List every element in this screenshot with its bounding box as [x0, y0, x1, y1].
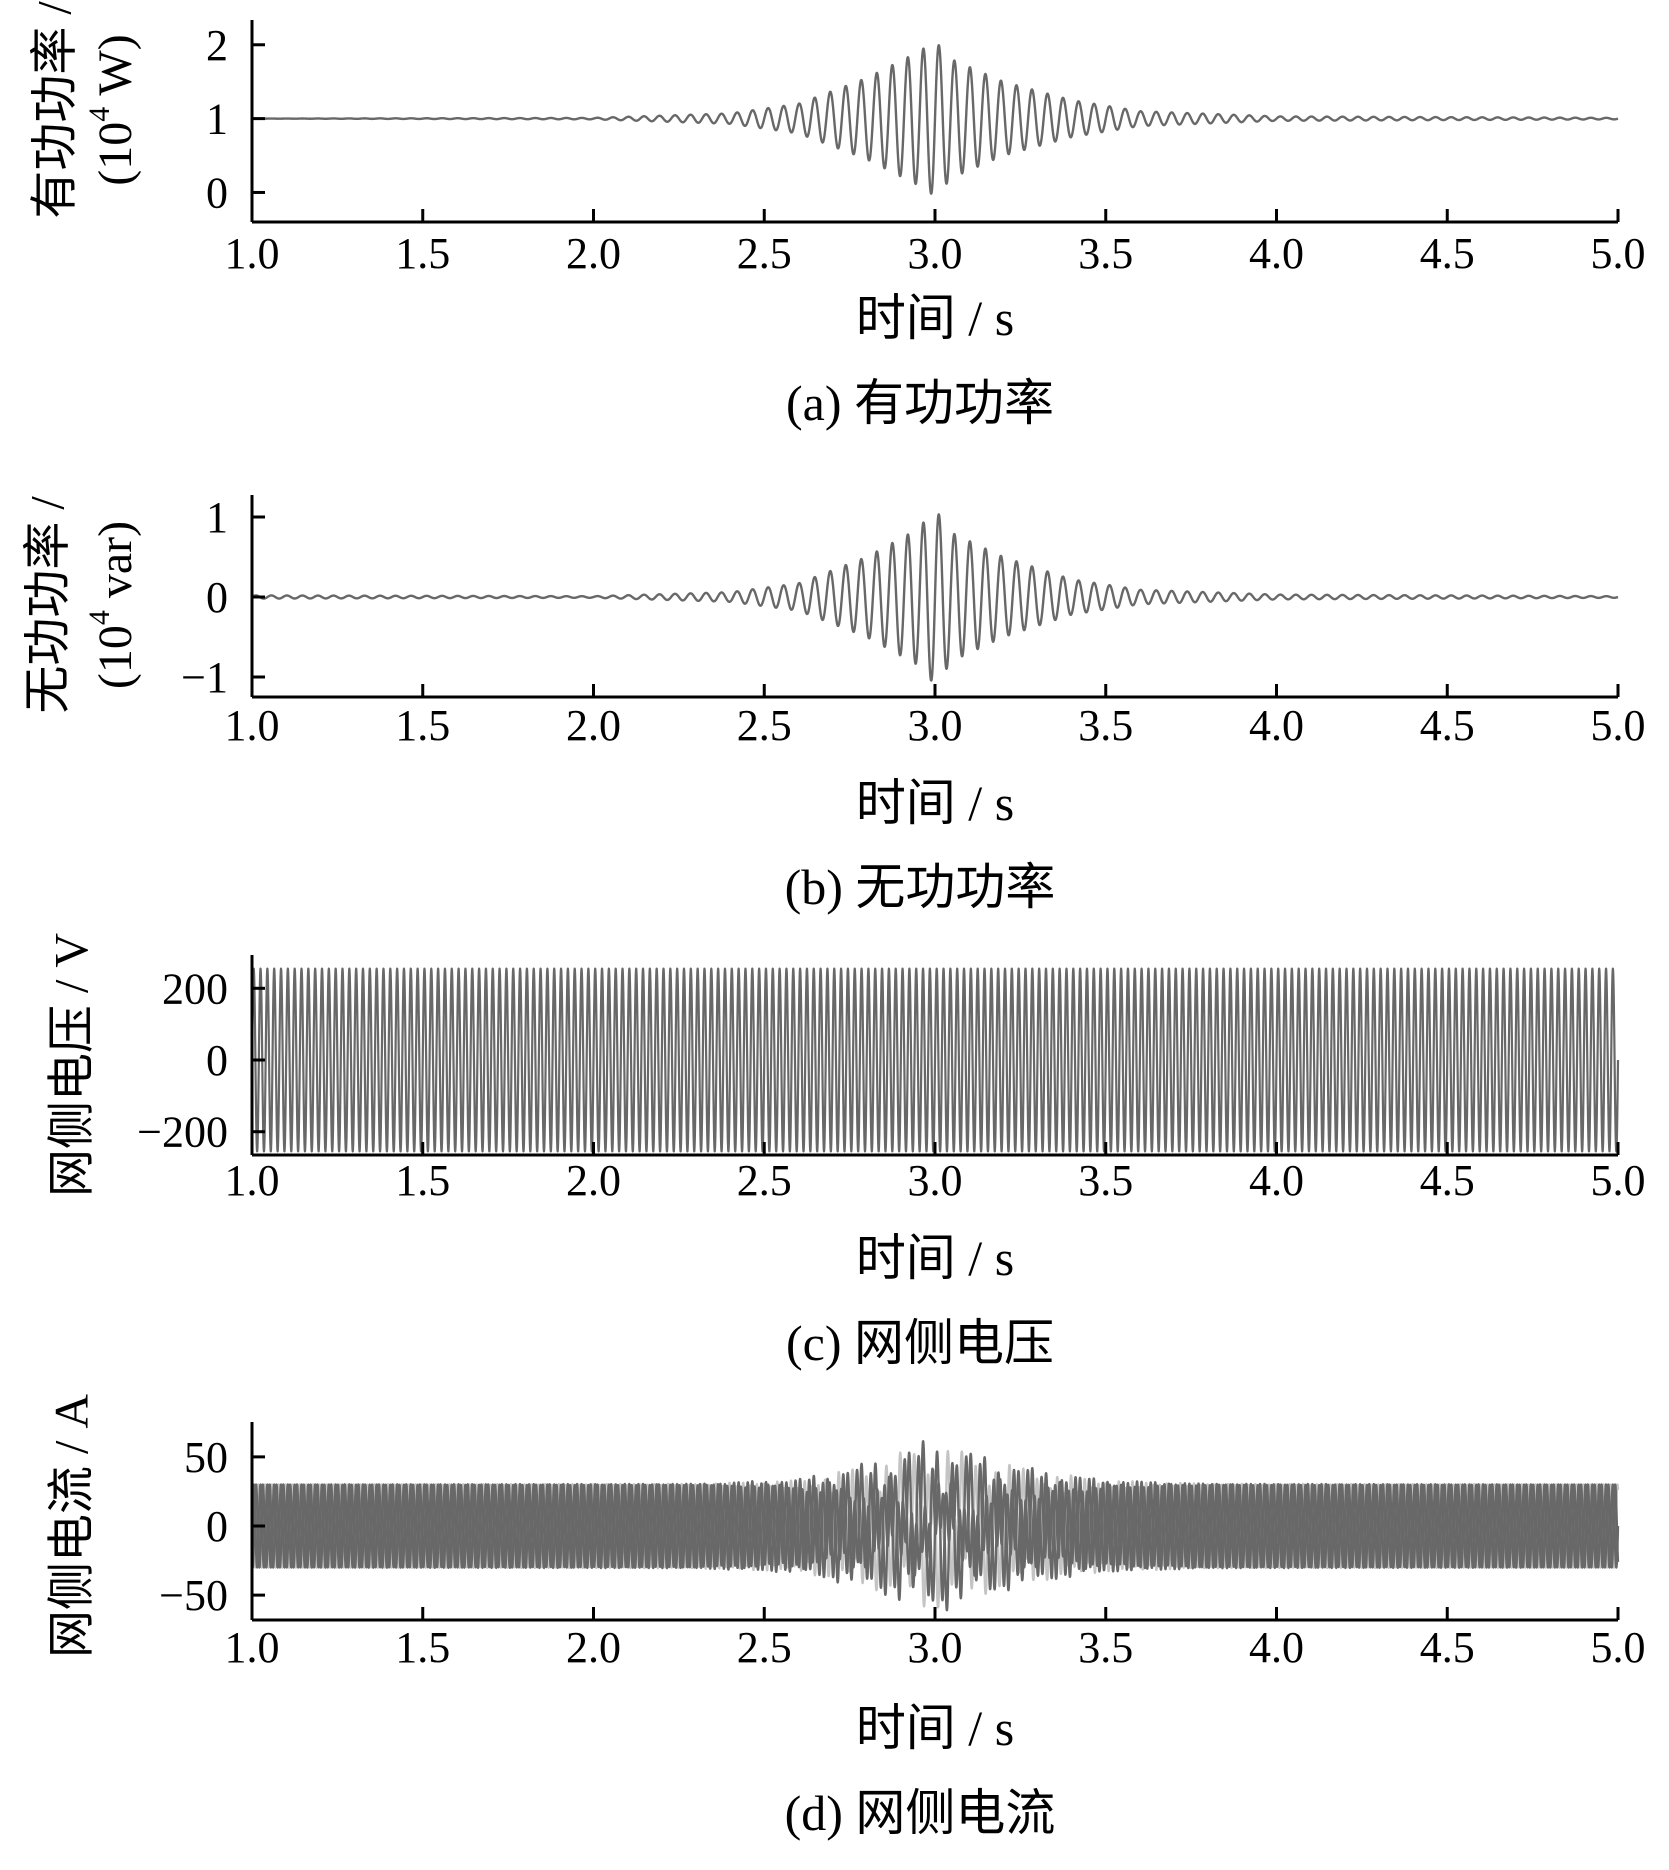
y-axis-label: 有功功率 /	[29, 1, 82, 219]
x-tick-label: 2.0	[566, 1623, 621, 1672]
series-line-d-3	[250, 1454, 1620, 1602]
x-tick-label: 2.0	[566, 1156, 621, 1205]
x-tick-label: 4.5	[1420, 229, 1475, 278]
x-tick-label: 1.5	[395, 229, 450, 278]
x-tick-label: 3.0	[908, 229, 963, 278]
y-axis-unit-label: (104 W)	[83, 34, 142, 185]
x-tick-label: 4.5	[1420, 1156, 1475, 1205]
y-tick-label: 50	[184, 1433, 228, 1482]
y-axis-unit-label: (104 var)	[83, 521, 142, 689]
series-line-c-1	[250, 967, 1620, 1153]
x-tick-label: 5.0	[1591, 701, 1646, 750]
x-tick-label: 2.5	[737, 701, 792, 750]
y-tick-label: 1	[206, 493, 228, 542]
x-tick-label: 3.0	[908, 701, 963, 750]
x-axis-label: 时间 / s	[856, 1230, 1014, 1286]
x-tick-label: 2.5	[737, 229, 792, 278]
x-tick-label: 4.5	[1420, 701, 1475, 750]
x-tick-label: 1.0	[225, 1623, 280, 1672]
x-tick-label: 1.5	[395, 1623, 450, 1672]
x-tick-label: 2.0	[566, 229, 621, 278]
series-line-a-1	[250, 44, 1620, 195]
x-tick-label: 4.0	[1249, 1156, 1304, 1205]
x-tick-label: 3.0	[908, 1623, 963, 1672]
x-tick-label: 4.0	[1249, 701, 1304, 750]
x-axis-label: 时间 / s	[856, 290, 1014, 346]
x-axis-label: 时间 / s	[856, 775, 1014, 831]
x-tick-label: 2.5	[737, 1156, 792, 1205]
x-tick-label: 4.5	[1420, 1623, 1475, 1672]
y-tick-label: 0	[206, 168, 228, 217]
panel-b: 1.0 1.5 2.0 2.5 3.0 3.5 4.0 4.5 5.0 1 0 −1 无功功率 / (10…	[22, 493, 1646, 915]
x-tick-label: 4.0	[1249, 1623, 1304, 1672]
x-tick-label: 1.5	[395, 1156, 450, 1205]
panel-caption: (b) 无功功率	[785, 859, 1056, 915]
y-tick-label: 200	[162, 964, 228, 1013]
y-tick-label: 0	[206, 1036, 228, 1085]
x-tick-label: 5.0	[1591, 1623, 1646, 1672]
y-tick-label: −200	[137, 1108, 228, 1157]
x-tick-label: 1.5	[395, 701, 450, 750]
x-tick-label: 3.5	[1078, 229, 1133, 278]
x-tick-label: 5.0	[1591, 229, 1646, 278]
y-tick-label: −1	[181, 653, 228, 702]
x-tick-label: 5.0	[1591, 1156, 1646, 1205]
x-tick-label: 4.0	[1249, 229, 1304, 278]
y-axis-label: 网侧电流 / A	[46, 1394, 99, 1658]
y-tick-label: −50	[159, 1571, 228, 1620]
y-axis-label: 无功功率 /	[22, 496, 75, 714]
y-tick-label: 1	[206, 95, 228, 144]
panel-caption: (c) 网侧电压	[786, 1315, 1054, 1371]
panel-d: 1.0 1.5 2.0 2.5 3.0 3.5 4.0 4.5 5.0 50 0 −50 网侧电流 / …	[46, 1394, 1646, 1841]
x-tick-label: 3.0	[908, 1156, 963, 1205]
y-tick-label: 2	[206, 21, 228, 70]
panel-c: 1.0 1.5 2.0 2.5 3.0 3.5 4.0 4.5 5.0 200 0 −200 网侧电压 …	[46, 933, 1646, 1371]
y-axis-label: 网侧电压 / V	[46, 933, 99, 1197]
panel-caption: (a) 有功功率	[786, 375, 1054, 431]
x-tick-label: 3.5	[1078, 1156, 1133, 1205]
x-tick-label: 3.5	[1078, 1623, 1133, 1672]
x-tick-label: 3.5	[1078, 701, 1133, 750]
x-tick-label: 1.0	[225, 1156, 280, 1205]
panel-a: 1.0 1.5 2.0 2.5 3.0 3.5 4.0 4.5 5.0 2 1 0 有功功率 / (104…	[29, 1, 1646, 431]
y-tick-label: 0	[206, 573, 228, 622]
x-tick-label: 1.0	[225, 229, 280, 278]
x-tick-label: 2.5	[737, 1623, 792, 1672]
x-axis-label: 时间 / s	[856, 1700, 1014, 1756]
x-tick-label: 2.0	[566, 701, 621, 750]
series-line-b-1	[250, 513, 1620, 682]
x-tick-label: 1.0	[225, 701, 280, 750]
y-tick-label: 0	[206, 1502, 228, 1551]
panel-caption: (d) 网侧电流	[785, 1785, 1056, 1841]
